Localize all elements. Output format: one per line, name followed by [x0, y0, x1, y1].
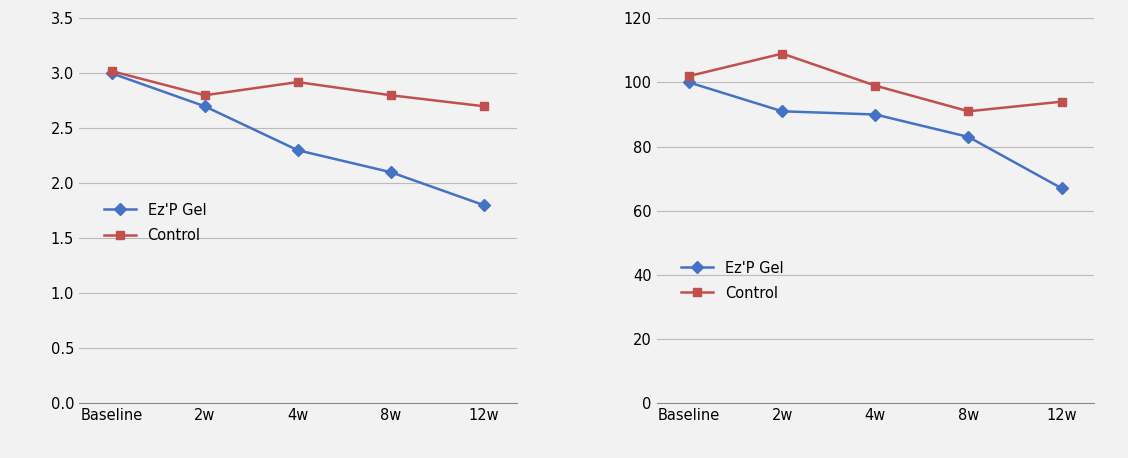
- Legend: Ez'P Gel, Control: Ez'P Gel, Control: [677, 256, 788, 305]
- Ez'P Gel: [682, 80, 696, 85]
- Control: [477, 104, 491, 109]
- Line: Ez'P Gel: Ez'P Gel: [685, 78, 1066, 192]
- Control: [869, 83, 882, 88]
- Control: [197, 93, 211, 98]
- Control: [962, 109, 976, 114]
- Control: [291, 79, 305, 85]
- Ez'P Gel: [1055, 185, 1068, 191]
- Control: [775, 51, 788, 56]
- Ez'P Gel: [962, 134, 976, 140]
- Ez'P Gel: [385, 169, 398, 175]
- Control: [105, 68, 118, 74]
- Ez'P Gel: [197, 104, 211, 109]
- Line: Control: Control: [107, 67, 488, 110]
- Legend: Ez'P Gel, Control: Ez'P Gel, Control: [99, 199, 211, 248]
- Ez'P Gel: [775, 109, 788, 114]
- Ez'P Gel: [291, 147, 305, 153]
- Ez'P Gel: [105, 71, 118, 76]
- Control: [385, 93, 398, 98]
- Control: [1055, 99, 1068, 104]
- Line: Control: Control: [685, 49, 1066, 115]
- Line: Ez'P Gel: Ez'P Gel: [107, 69, 488, 209]
- Control: [682, 73, 696, 79]
- Ez'P Gel: [869, 112, 882, 117]
- Ez'P Gel: [477, 202, 491, 208]
